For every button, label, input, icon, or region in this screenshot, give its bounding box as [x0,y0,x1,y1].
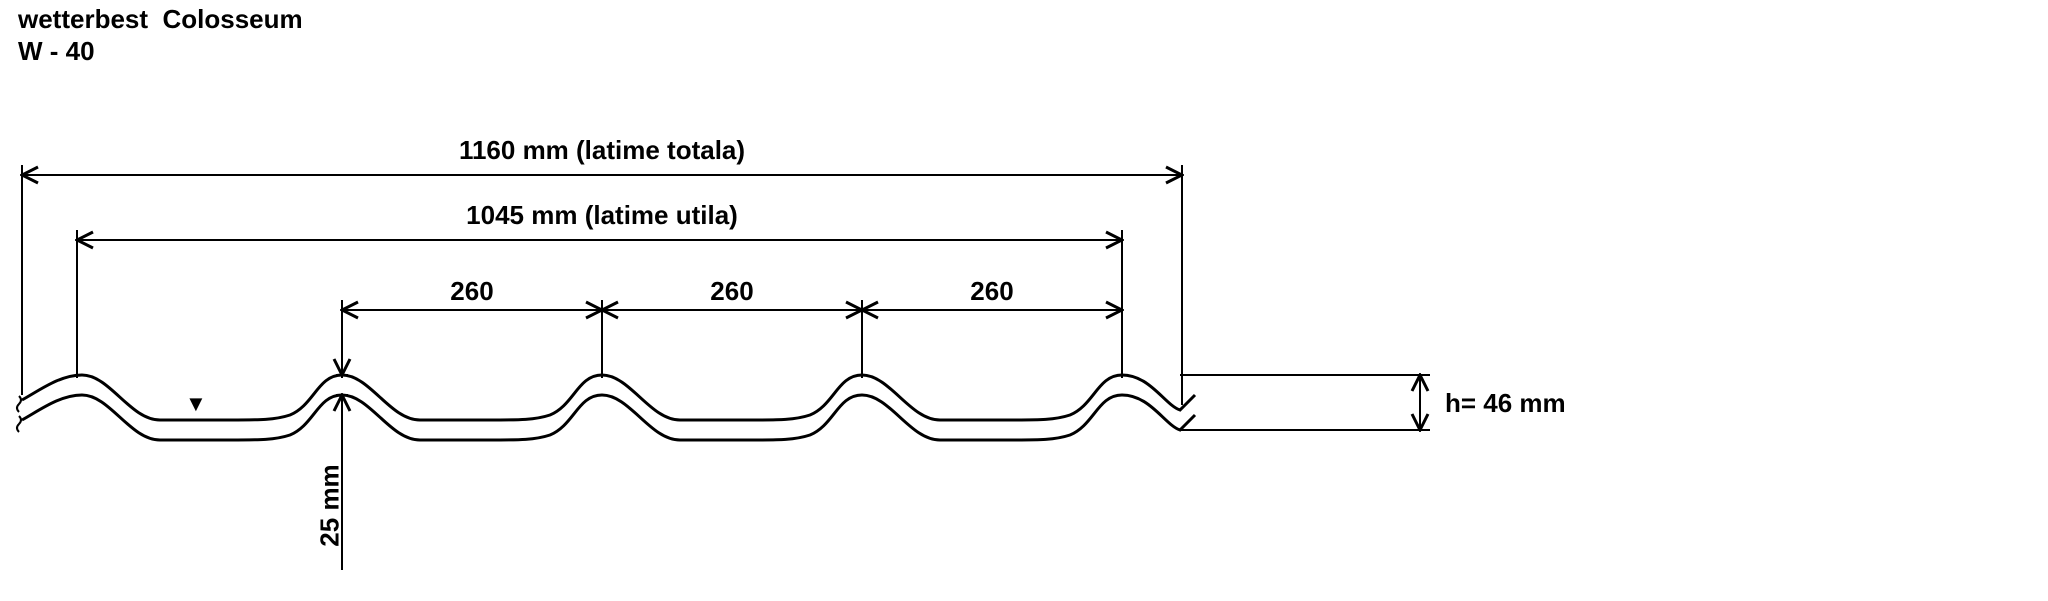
dim-pitches [342,300,1122,378]
diagram-canvas: wetterbest Colosseum W - 40 [0,0,2048,601]
label-pitch3: 260 [862,276,1122,307]
flow-marker-icon: ▼ [185,391,207,416]
dim-height [1180,375,1430,430]
label-thickness: 25 mm [315,446,346,566]
label-pitch2: 260 [602,276,862,307]
label-pitch1: 260 [342,276,602,307]
label-total-width: 1160 mm (latime totala) [402,135,802,166]
label-useful-width: 1045 mm (latime utila) [402,200,802,231]
label-height: h= 46 mm [1445,388,1566,419]
